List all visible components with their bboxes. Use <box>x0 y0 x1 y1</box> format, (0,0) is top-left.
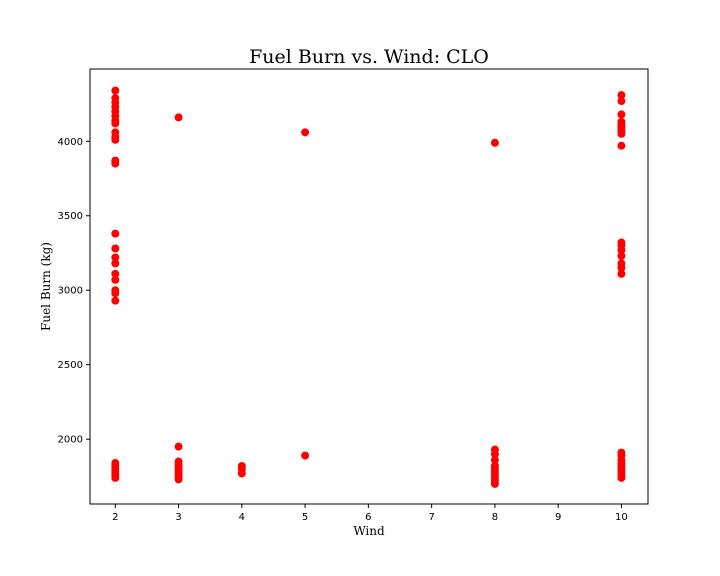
data-point <box>617 129 626 138</box>
data-point <box>111 244 120 253</box>
y-axis-label: Fuel Burn (kg) <box>39 242 53 331</box>
plot-frame <box>89 68 649 505</box>
data-point <box>111 159 120 168</box>
x-tick-label: 4 <box>239 512 245 523</box>
data-point <box>111 296 120 305</box>
x-tick-label: 8 <box>492 512 498 523</box>
data-point <box>174 113 183 122</box>
data-point <box>617 91 626 100</box>
data-point <box>617 473 626 482</box>
x-tick-label: 2 <box>112 512 118 523</box>
data-point <box>617 269 626 278</box>
data-point <box>617 246 626 255</box>
data-points <box>111 86 626 488</box>
data-point <box>301 128 310 137</box>
x-tick-label: 3 <box>175 512 181 523</box>
x-axis-label: Wind <box>353 524 385 538</box>
data-point <box>617 97 626 106</box>
data-point <box>301 451 310 460</box>
data-point <box>237 469 246 478</box>
x-tick-label: 5 <box>302 512 308 523</box>
data-point <box>174 475 183 484</box>
data-point <box>111 86 120 95</box>
y-tick-label: 2000 <box>58 435 83 446</box>
data-point <box>111 229 120 238</box>
data-point <box>111 119 120 128</box>
data-point <box>490 450 499 459</box>
y-tick-label: 3000 <box>58 286 83 297</box>
y-tick-label: 4000 <box>58 137 83 148</box>
data-point <box>111 253 120 262</box>
data-point <box>490 479 499 488</box>
x-tick-label: 9 <box>555 512 561 523</box>
data-point <box>111 135 120 144</box>
data-point <box>111 269 120 278</box>
y-axis-ticks: 2000 2500 3000 3500 4000 <box>58 137 90 446</box>
data-point <box>111 289 120 298</box>
data-point <box>490 138 499 147</box>
x-axis-ticks: 2 3 4 5 6 7 8 9 10 <box>112 504 628 523</box>
x-tick-label: 10 <box>615 512 628 523</box>
data-point <box>111 275 120 284</box>
data-point <box>617 263 626 272</box>
data-point <box>490 456 499 465</box>
data-point <box>174 442 183 451</box>
data-point <box>617 141 626 150</box>
chart-title: Fuel Burn vs. Wind: CLO <box>249 46 489 68</box>
y-tick-label: 2500 <box>58 360 83 371</box>
data-point <box>111 473 120 482</box>
x-tick-label: 6 <box>365 512 371 523</box>
x-tick-label: 7 <box>428 512 434 523</box>
data-point <box>617 110 626 119</box>
data-point <box>111 259 120 268</box>
data-point <box>617 251 626 260</box>
y-tick-label: 3500 <box>58 211 83 222</box>
